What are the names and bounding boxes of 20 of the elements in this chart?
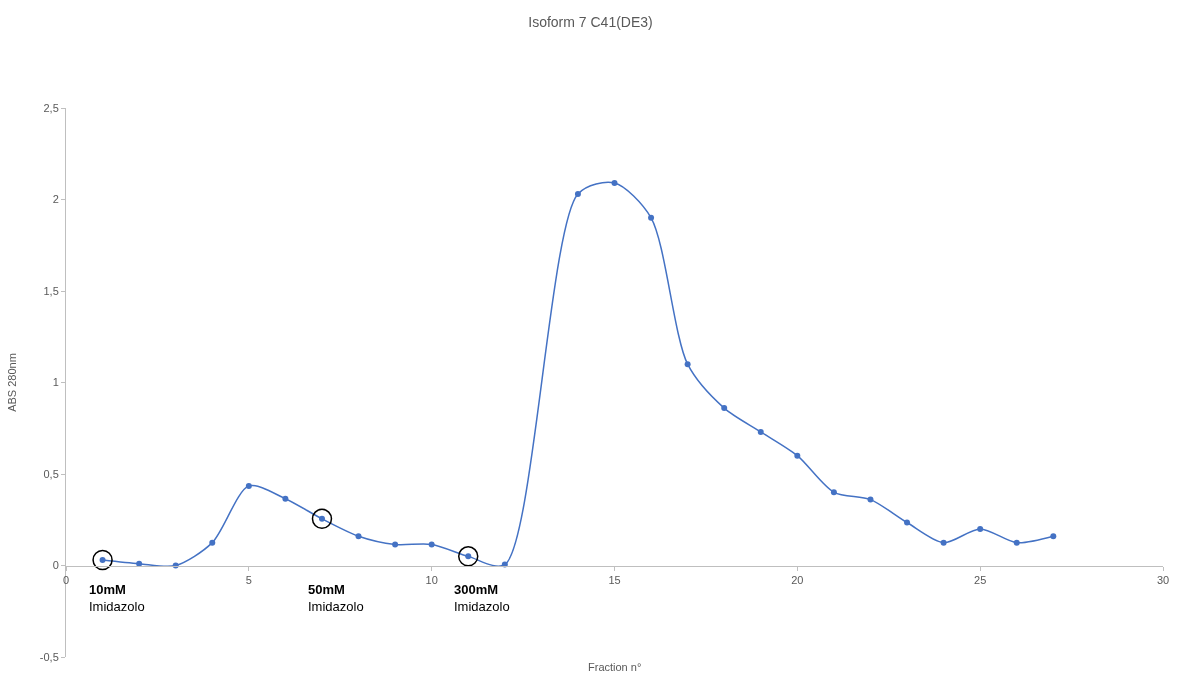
y-axis-title: ABS 280nm [6,353,19,412]
x-tick-label: 30 [1156,573,1170,586]
annotation: 300mM Imidazolo [454,582,510,614]
x-tick-label: 15 [608,573,621,586]
y-tick-label: 2,5 [43,101,59,114]
annotation: 50mM Imidazolo [308,582,364,614]
x-tick-label: 0 [62,573,70,586]
x-tick-label: 10 [425,573,438,586]
chart-title: Isoform 7 C41(DE3) [528,13,653,30]
y-tick-label: 0 [52,559,59,572]
x-tick-label: 5 [245,573,252,586]
x-tick-label: 25 [974,573,987,586]
y-tick-label: -0,5 [39,650,59,663]
y-tick-label: 1 [52,376,59,389]
x-axis-title: Fraction n° [588,661,642,673]
y-tick-label: 2 [52,193,59,206]
x-tick-label: 20 [791,573,804,586]
y-tick-label: 1,5 [43,284,59,297]
annotation: 10mM Imidazolo [89,582,145,614]
y-tick-label: 0,5 [43,467,59,480]
